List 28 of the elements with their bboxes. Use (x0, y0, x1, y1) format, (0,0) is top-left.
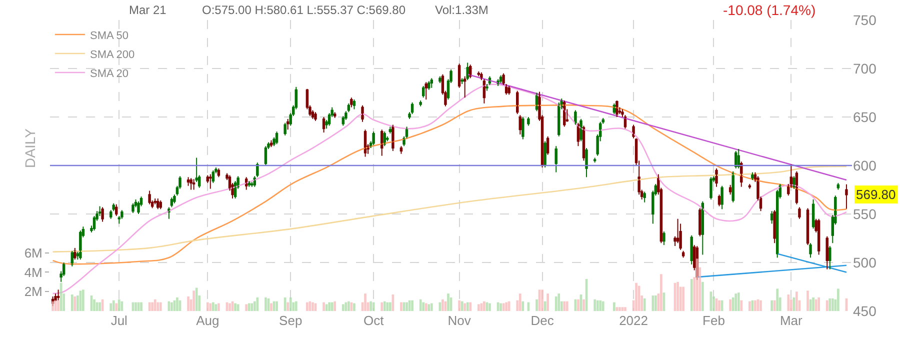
legend-label: SMA 50 (90, 30, 129, 42)
legend-label: SMA 200 (90, 48, 135, 61)
y2-tick-label: 2M (24, 284, 42, 300)
y-tick-label: 750 (853, 12, 877, 28)
x-tick-label: Mar (780, 313, 804, 328)
y-tick-label: 550 (853, 206, 877, 222)
x-tick-label: Dec (530, 313, 554, 328)
y-tick-label: 500 (853, 254, 877, 270)
y2-tick-label: 4M (24, 264, 42, 280)
y-tick-label: 650 (853, 108, 877, 125)
text: DAILY (22, 128, 38, 168)
y-tick-label: 600 (853, 157, 877, 174)
text: Mar 21 (129, 3, 167, 17)
x-tick-label: Nov (448, 313, 472, 328)
y-tick-label: 450 (853, 302, 877, 319)
x-tick-label: Feb (702, 313, 725, 328)
x-tick-label: 2022 (619, 313, 648, 328)
y-tick-label: 700 (853, 60, 877, 76)
text: -10.08 (1.74%) (723, 2, 816, 18)
x-tick-label: Jul (110, 313, 128, 328)
text: Vol:1.33M (435, 3, 488, 17)
legend-label: SMA 20 (90, 68, 129, 80)
text: O:575.00 H:580.61 L:555.37 C:569.80 (202, 3, 406, 17)
x-tick-label: Sep (279, 313, 302, 328)
x-tick-label: Aug (196, 313, 220, 328)
x-tick-label: Oct (363, 313, 384, 328)
text: 569.80 (856, 187, 896, 202)
y2-tick-label: 6M (24, 245, 42, 260)
